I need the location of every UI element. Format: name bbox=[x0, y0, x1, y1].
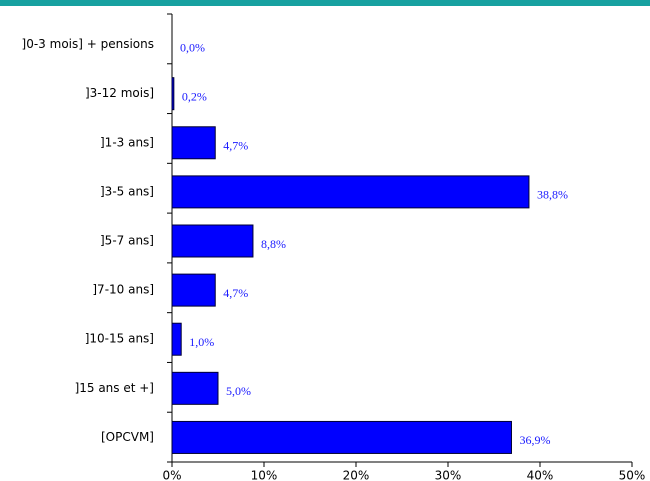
bar bbox=[171, 175, 530, 209]
value-label: 4,7% bbox=[223, 286, 248, 300]
value-label: 1,0% bbox=[189, 335, 214, 349]
y-tick-label: ]10-15 ans] bbox=[85, 332, 154, 346]
y-tick-label: ]3-12 mois] bbox=[85, 86, 154, 100]
bar bbox=[171, 224, 254, 258]
value-label: 4,7% bbox=[223, 139, 248, 153]
y-tick-label: ]3-5 ans] bbox=[100, 184, 154, 198]
value-label: 5,0% bbox=[226, 384, 251, 398]
bar bbox=[171, 77, 175, 111]
value-label: 0,2% bbox=[182, 89, 207, 103]
y-tick-label: ]0-3 mois] + pensions bbox=[22, 37, 154, 51]
y-tick-label: ]5-7 ans] bbox=[100, 234, 154, 248]
bar bbox=[171, 273, 216, 307]
x-tick-label: 30% bbox=[435, 469, 462, 481]
value-label: 0,0% bbox=[180, 40, 205, 54]
x-tick-label: 10% bbox=[251, 469, 278, 481]
bar bbox=[171, 126, 216, 160]
bar bbox=[171, 322, 182, 356]
y-tick-label: ]1-3 ans] bbox=[100, 135, 154, 149]
header-band bbox=[0, 0, 650, 6]
value-label: 8,8% bbox=[261, 237, 286, 251]
x-tick-label: 0% bbox=[162, 469, 181, 481]
x-tick-label: 20% bbox=[343, 469, 370, 481]
x-tick-label: 40% bbox=[527, 469, 554, 481]
y-tick-label: ]7-10 ans] bbox=[92, 283, 154, 297]
y-tick-label: [OPCVM] bbox=[101, 430, 154, 444]
y-tick-label: ]15 ans et +] bbox=[75, 381, 154, 395]
value-label: 38,8% bbox=[537, 188, 568, 202]
value-label: 36,9% bbox=[519, 433, 550, 447]
x-tick-label: 50% bbox=[619, 469, 646, 481]
bar bbox=[171, 371, 219, 405]
bar bbox=[171, 420, 512, 454]
